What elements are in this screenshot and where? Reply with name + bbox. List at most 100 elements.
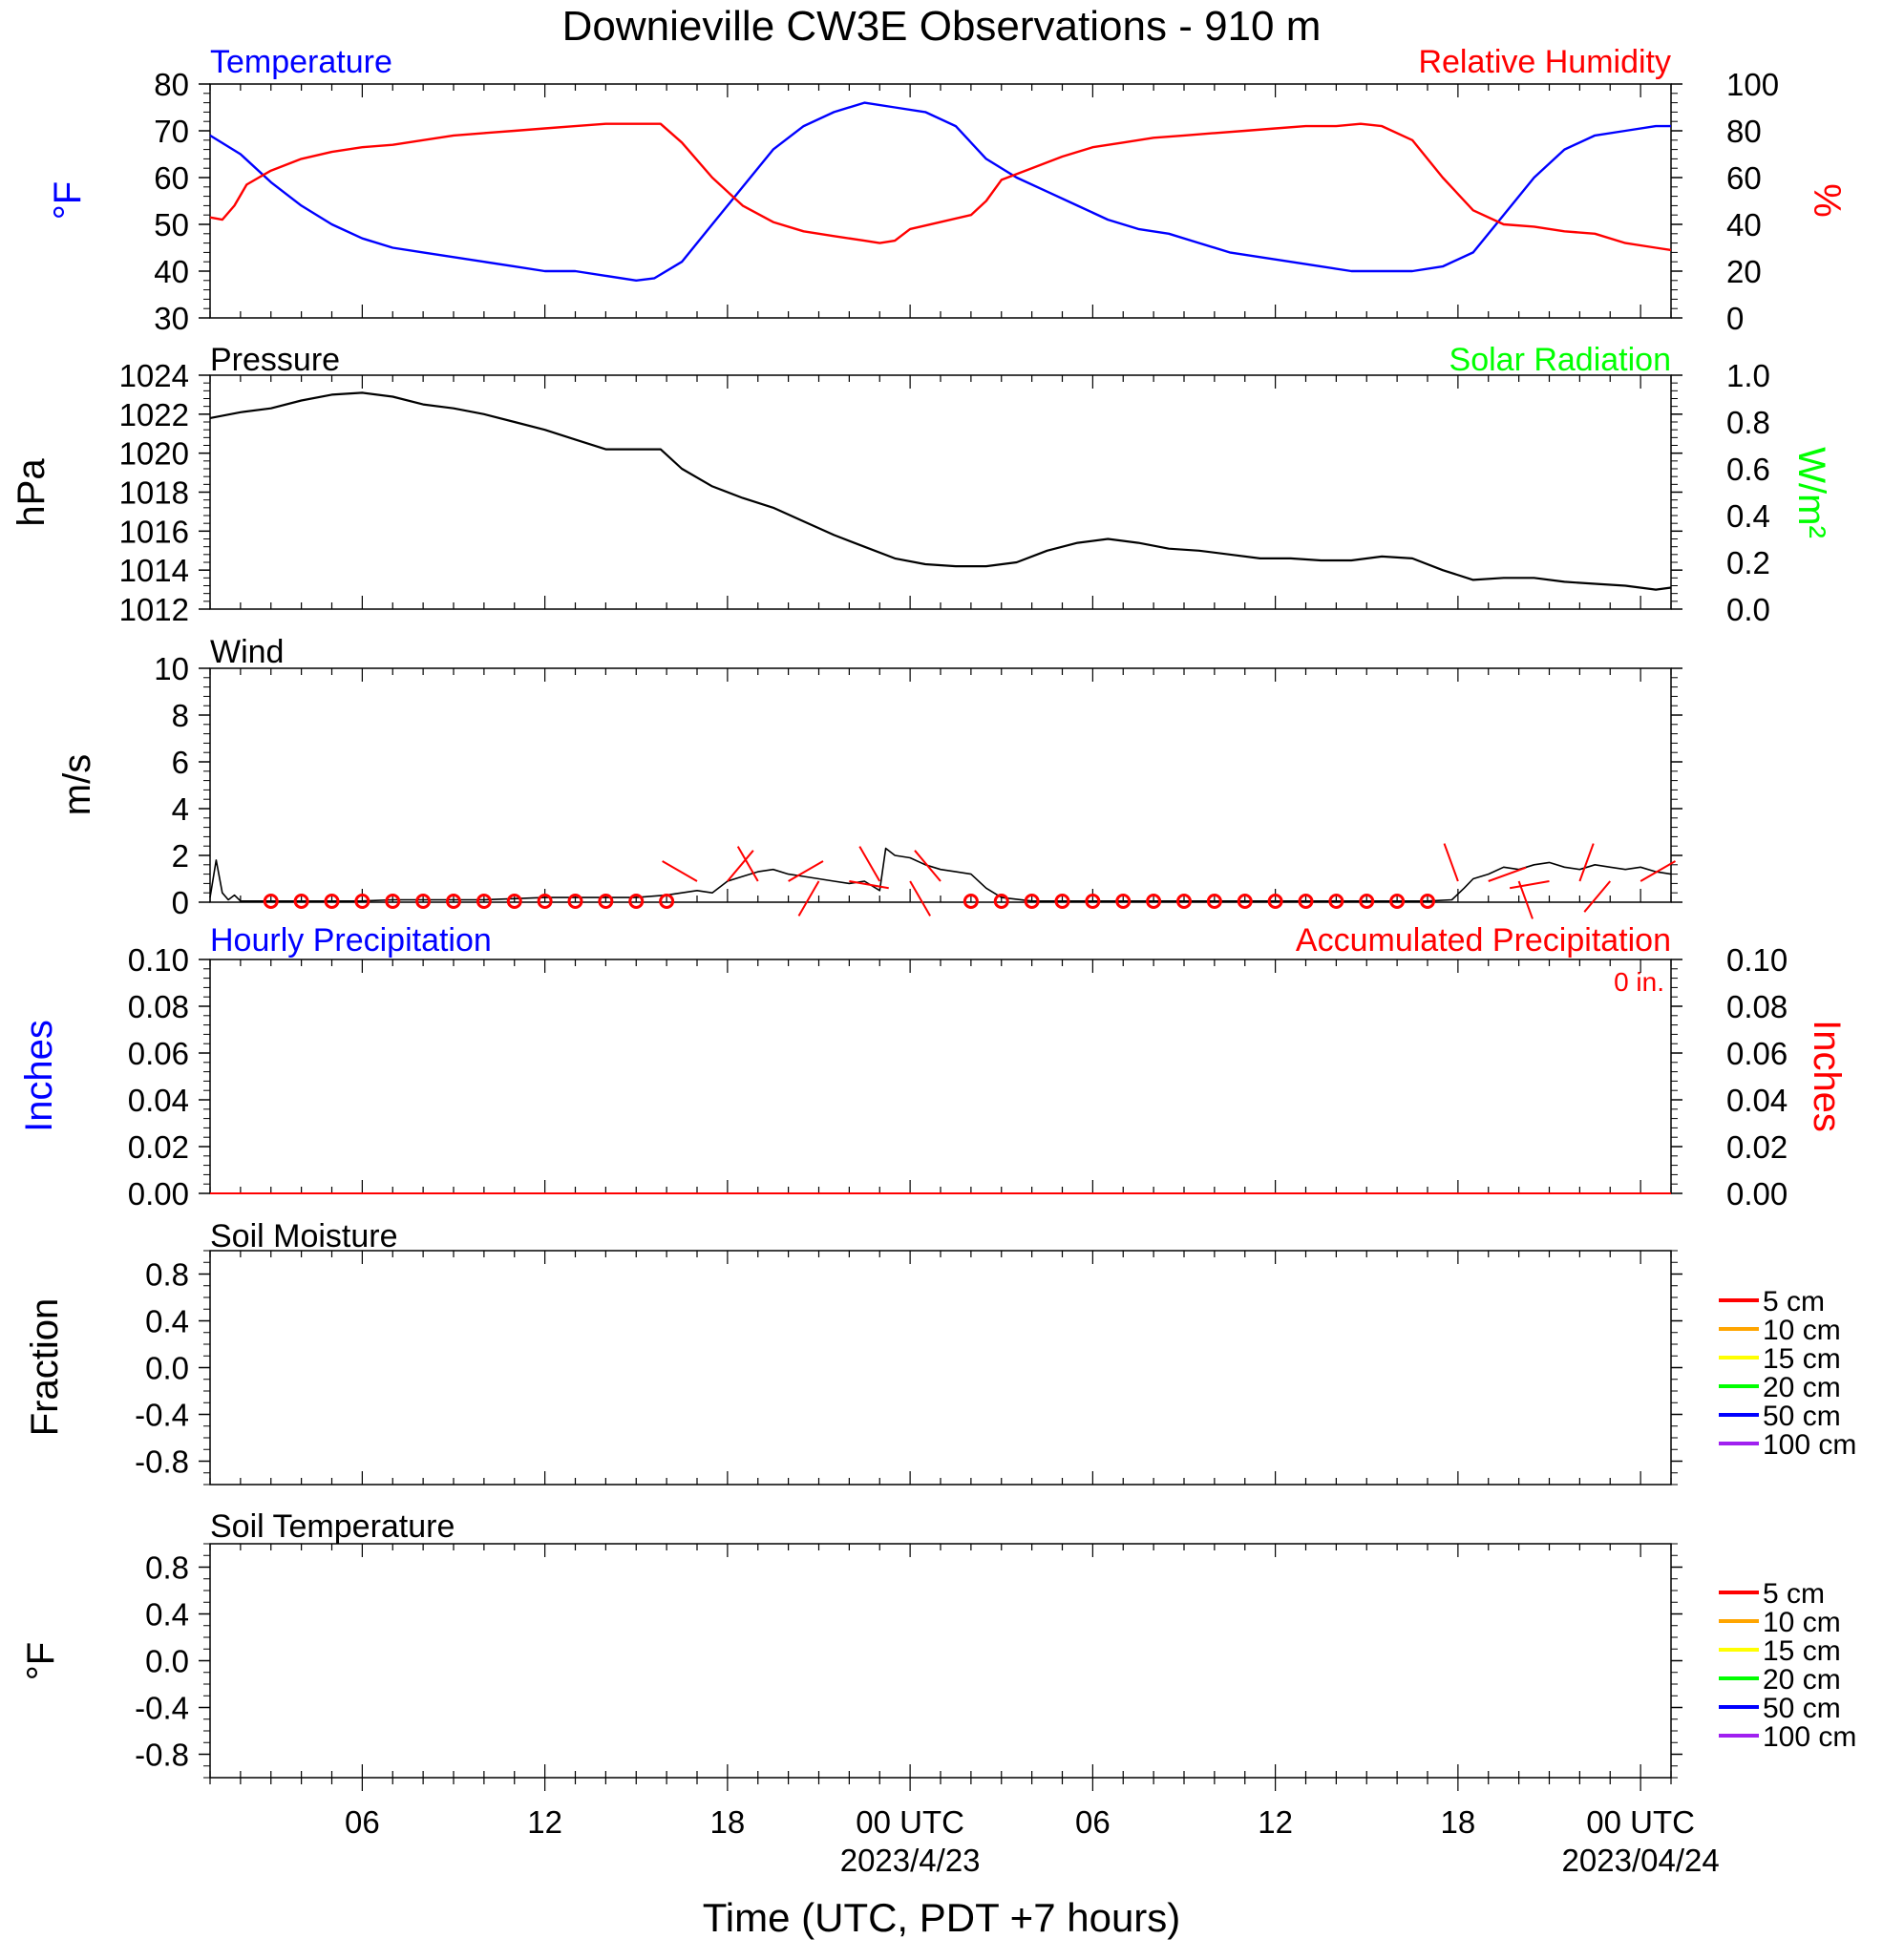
x-tick-date: 2023/04/24 bbox=[1562, 1843, 1720, 1878]
humidity-unit: % bbox=[1806, 183, 1848, 218]
soil-moisture-title: Soil Moisture bbox=[210, 1218, 398, 1254]
hourly-precip-title: Hourly Precipitation bbox=[210, 922, 492, 959]
humidity-line bbox=[209, 122, 1672, 252]
wind-barb bbox=[1509, 880, 1550, 890]
wind-calm-marker bbox=[1420, 894, 1435, 909]
y-tick-label: 1024 bbox=[119, 358, 189, 393]
y-tick-label: 1012 bbox=[119, 592, 189, 627]
y-tick-label: 30 bbox=[154, 301, 189, 336]
y-right-tick-label: 0.0 bbox=[1726, 592, 1770, 627]
figure-title: Downieville CW3E Observations - 910 m bbox=[562, 3, 1322, 50]
wind-calm-marker bbox=[506, 894, 522, 909]
wind-barb bbox=[1443, 843, 1459, 882]
x-tick-label: 18 bbox=[710, 1804, 746, 1840]
y-tick-label: 2 bbox=[172, 838, 189, 874]
x-tick-date: 2023/4/23 bbox=[840, 1843, 981, 1878]
y-right-tick-label: 60 bbox=[1726, 160, 1762, 196]
legend-label: 10 cm bbox=[1763, 1607, 1841, 1638]
panel-pressure: Pressure Solar Radiation hPa W/m² 1012 10… bbox=[11, 342, 1832, 627]
x-tick-label: 00 UTC bbox=[1586, 1804, 1695, 1840]
solar-title: Solar Radiation bbox=[1449, 342, 1671, 378]
y-right-tick-label: 80 bbox=[1726, 114, 1762, 149]
wind-calm-marker bbox=[659, 894, 675, 909]
legend-label: 10 cm bbox=[1763, 1315, 1841, 1346]
wind-calm-marker bbox=[1237, 894, 1253, 909]
legend-label: 50 cm bbox=[1763, 1693, 1841, 1724]
wind-barb bbox=[1488, 866, 1527, 882]
x-axis-label: Time (UTC, PDT +7 hours) bbox=[703, 1895, 1181, 1940]
wind-barb bbox=[914, 850, 942, 882]
temperature-unit: °F bbox=[47, 181, 89, 220]
pressure-title: Pressure bbox=[210, 342, 340, 378]
wind-speed-line bbox=[209, 847, 1672, 902]
pressure-unit: hPa bbox=[11, 458, 53, 527]
panel-wind: Wind m/s 0 2 4 6 8 10 bbox=[56, 634, 1682, 920]
legend-label: 15 cm bbox=[1763, 1343, 1841, 1375]
solar-ticks: 0.0 0.2 0.4 0.6 0.8 1.0 bbox=[1671, 358, 1770, 627]
accum-ticks: 0.00 0.02 0.04 0.06 0.08 0.10 bbox=[1671, 942, 1788, 1212]
legend-label: 15 cm bbox=[1763, 1635, 1841, 1667]
wind-calm-marker bbox=[1206, 894, 1222, 909]
y-tick-label: -0.4 bbox=[135, 1691, 189, 1726]
precip-ticks: 0.00 0.02 0.04 0.06 0.08 0.10 bbox=[128, 942, 1672, 1212]
legend-label: 20 cm bbox=[1763, 1372, 1841, 1403]
y-tick-label: 10 bbox=[154, 651, 189, 686]
panel-frame bbox=[209, 1543, 1672, 1779]
wind-calm-marker bbox=[1085, 894, 1101, 909]
y-tick-label: 1020 bbox=[119, 436, 189, 472]
y-right-tick-label: 0.08 bbox=[1726, 989, 1788, 1024]
wind-calm-marker bbox=[354, 894, 370, 909]
panel-temperature-humidity: Temperature Relative Humidity °F % 30 40 5… bbox=[47, 44, 1848, 336]
wind-calm-marker bbox=[385, 894, 401, 909]
solar-unit: W/m² bbox=[1790, 447, 1832, 538]
y-tick-label: 0.0 bbox=[145, 1351, 189, 1386]
panel-frame bbox=[209, 959, 1672, 1194]
wind-calm-marker bbox=[1298, 894, 1314, 909]
x-tick-label: 12 bbox=[527, 1804, 562, 1840]
legend-label: 20 cm bbox=[1763, 1664, 1841, 1696]
y-right-tick-label: 0.8 bbox=[1726, 405, 1770, 440]
y-tick-label: -0.8 bbox=[135, 1444, 189, 1480]
y-right-tick-label: 0.02 bbox=[1726, 1129, 1788, 1165]
wind-barb bbox=[1578, 843, 1595, 882]
soil-moisture-unit: Fraction bbox=[24, 1298, 66, 1437]
y-tick-label: 6 bbox=[172, 745, 189, 780]
y-tick-label: 70 bbox=[154, 114, 189, 149]
soil-moisture-ticks: -0.8 -0.4 0.0 0.4 0.8 bbox=[135, 1250, 1672, 1486]
x-tick-label: 12 bbox=[1258, 1804, 1293, 1840]
y-right-tick-label: 0 bbox=[1726, 301, 1744, 336]
y-tick-label: 8 bbox=[172, 698, 189, 733]
wind-calm-marker bbox=[293, 894, 309, 909]
y-right-tick-label: 20 bbox=[1726, 254, 1762, 289]
pressure-line bbox=[209, 391, 1672, 591]
wind-calm-marker bbox=[415, 894, 432, 909]
y-right-tick-label: 0.00 bbox=[1726, 1176, 1788, 1212]
wind-unit: m/s bbox=[56, 754, 98, 815]
wind-right-ticks bbox=[1671, 667, 1682, 903]
x-tick-label: 06 bbox=[345, 1804, 380, 1840]
wind-calm-marker bbox=[598, 894, 614, 909]
x-tick-label: 00 UTC bbox=[856, 1804, 964, 1840]
y-right-tick-label: 40 bbox=[1726, 207, 1762, 242]
accum-precip-unit: Inches bbox=[1806, 1020, 1848, 1132]
y-tick-label: 0.10 bbox=[128, 942, 189, 978]
y-tick-label: 0.8 bbox=[145, 1550, 189, 1586]
wind-calm-marker bbox=[628, 894, 645, 909]
y-tick-label: 40 bbox=[154, 254, 189, 289]
temp-rh-lines bbox=[209, 101, 1672, 282]
y-tick-label: 1014 bbox=[119, 553, 189, 588]
wind-barb bbox=[1517, 880, 1534, 919]
y-right-tick-label: 0.6 bbox=[1726, 452, 1770, 487]
wind-calm-marker bbox=[567, 894, 583, 909]
hourly-precip-unit: Inches bbox=[18, 1020, 60, 1132]
y-right-tick-label: 0.4 bbox=[1726, 498, 1770, 534]
y-right-tick-label: 1.0 bbox=[1726, 358, 1770, 393]
y-right-tick-label: 0.04 bbox=[1726, 1083, 1788, 1118]
y-tick-label: 1016 bbox=[119, 514, 189, 549]
wind-calm-marker bbox=[1024, 894, 1040, 909]
wind-calm-marker bbox=[963, 894, 979, 909]
wind-barb bbox=[727, 850, 754, 882]
